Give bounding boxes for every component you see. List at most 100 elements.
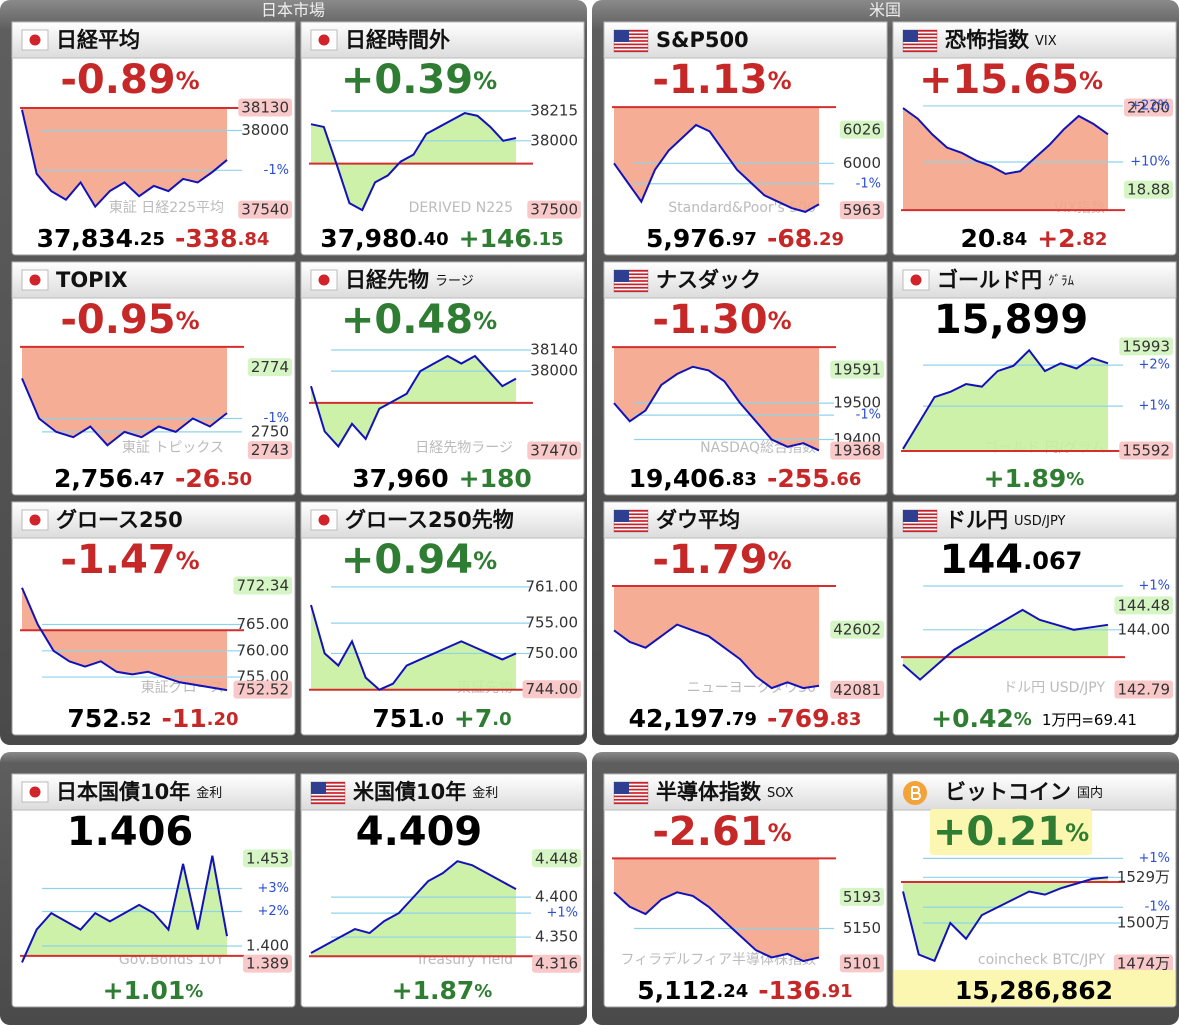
price-line [310, 604, 517, 691]
flag-icon [613, 781, 649, 805]
headline-main: +15.65 [919, 57, 1079, 103]
axis-label: 38130 [241, 99, 289, 117]
footer-part: 19,406 [629, 464, 725, 493]
flag-canton [311, 782, 326, 794]
flag-sun [29, 786, 41, 798]
headline-main: -1.30 [652, 297, 767, 343]
footer-part: 37,960 [352, 464, 448, 493]
flag-stripe [614, 286, 648, 289]
footer-part: .29 [812, 229, 844, 250]
footer-part: 20 [961, 224, 996, 253]
label-box [839, 887, 884, 906]
headline: +0.39% [341, 57, 497, 103]
axis-label: 42602 [833, 621, 881, 639]
footer: 37,960 +180 [352, 464, 532, 493]
footer-part: .47 [133, 469, 165, 490]
tile-sub: SOX [767, 786, 794, 801]
axis-label: 37500 [530, 201, 578, 219]
tile: 恐怖指数VIX+15.65%VIX指数22.00+22%+10%18.8820.… [892, 21, 1177, 256]
price-line [21, 855, 228, 963]
tile-name-text: ゴールド円 [937, 268, 1042, 292]
flag-stripe [614, 46, 648, 49]
flag-stripe [614, 276, 648, 279]
area [22, 346, 227, 446]
headline: 15,899 [934, 297, 1088, 343]
footer: +1.89% [984, 464, 1085, 493]
tile: ナスダック-1.30%NASDAQ総合指数1959119500-1%194001… [603, 261, 888, 496]
area [22, 108, 227, 207]
footer-part: % [474, 981, 492, 1002]
watermark: DERIVED N225 [409, 200, 513, 216]
label-box [247, 358, 292, 377]
footer-part: 5,112 [637, 976, 716, 1005]
tile-name: S&P500 [656, 28, 749, 52]
tile: ビットコイン 国内 +0.21% coincheck BTC/JPY +1% 1529万 -… [892, 773, 1177, 1008]
flag-icon [902, 509, 938, 533]
footer: 19,406.83 -255.66 [629, 464, 862, 493]
flag-stripe [614, 280, 648, 282]
axis-label: 5101 [843, 954, 881, 972]
flag-stripe [614, 40, 648, 42]
headline: 144.067 [940, 537, 1083, 583]
label-box [247, 441, 292, 460]
axis-label: 38000 [241, 121, 289, 139]
price-line [21, 587, 228, 692]
flag-icon [21, 509, 49, 531]
area [614, 347, 819, 451]
price-line [310, 112, 517, 212]
footer-part: +1.89 [984, 464, 1067, 493]
area [614, 107, 819, 212]
flag-stripe [903, 516, 937, 519]
flag-stripe [614, 50, 648, 53]
flag-stripe [903, 510, 937, 512]
tile-name: 日経時間外 [345, 28, 450, 52]
footer: +1.87% [392, 976, 493, 1005]
label-box [243, 849, 292, 868]
tile-header [603, 773, 888, 811]
axis-label: 37540 [241, 201, 289, 219]
flag-stripe [311, 798, 345, 801]
flag-stripe [903, 526, 937, 529]
flag-stripe [614, 290, 648, 293]
axis-label: +3% [257, 881, 289, 896]
footer-part: 752 [67, 704, 119, 733]
footer-part: .25 [133, 229, 165, 250]
flag-stripe [903, 36, 937, 39]
footer-part: +1.87 [392, 976, 475, 1005]
tile-header [300, 261, 585, 299]
axis-label: 750.00 [526, 644, 579, 662]
footer-part: .40 [417, 229, 449, 250]
flag-canton [903, 510, 918, 522]
tile-name-text: ダウ平均 [656, 508, 740, 532]
flag-sun [318, 274, 330, 286]
footer: 752.52 -11.20 [67, 704, 238, 733]
flag-icon [21, 269, 49, 291]
footer-part: .84 [238, 229, 270, 250]
area [614, 858, 819, 962]
label-box [1113, 954, 1173, 973]
label-box [1124, 180, 1173, 199]
tile: S&P500 -1.13% Standard&Poor's 500 6026 6000 -… [603, 21, 888, 256]
tile-name: ドル円 USD/JPY [945, 508, 1066, 532]
flag-sun [29, 274, 41, 286]
flag-stripe [311, 792, 345, 794]
label-box [238, 200, 292, 219]
flag-stripe [614, 798, 648, 801]
footer: 5,112.24 -136.91 [637, 976, 852, 1005]
headline: -1.30% [652, 297, 791, 343]
flag-icon [613, 509, 649, 533]
footer: 42,197.79 -769.83 [629, 704, 862, 733]
headline-small: .067 [1023, 547, 1082, 575]
headline: +0.94% [341, 537, 497, 583]
axis-label: 38000 [530, 362, 578, 380]
headline-main: 144 [940, 537, 1024, 583]
axis-label: 760.00 [237, 641, 290, 659]
footer-part: -338 [175, 224, 238, 253]
footer-part: .84 [995, 229, 1027, 250]
flag-stripe [614, 36, 648, 39]
tile: 日経時間外 +0.39% DERIVED N225 38215 38000 37500 37… [300, 21, 585, 256]
flag-stripe [614, 785, 648, 788]
footer-highlight [894, 970, 1175, 1006]
